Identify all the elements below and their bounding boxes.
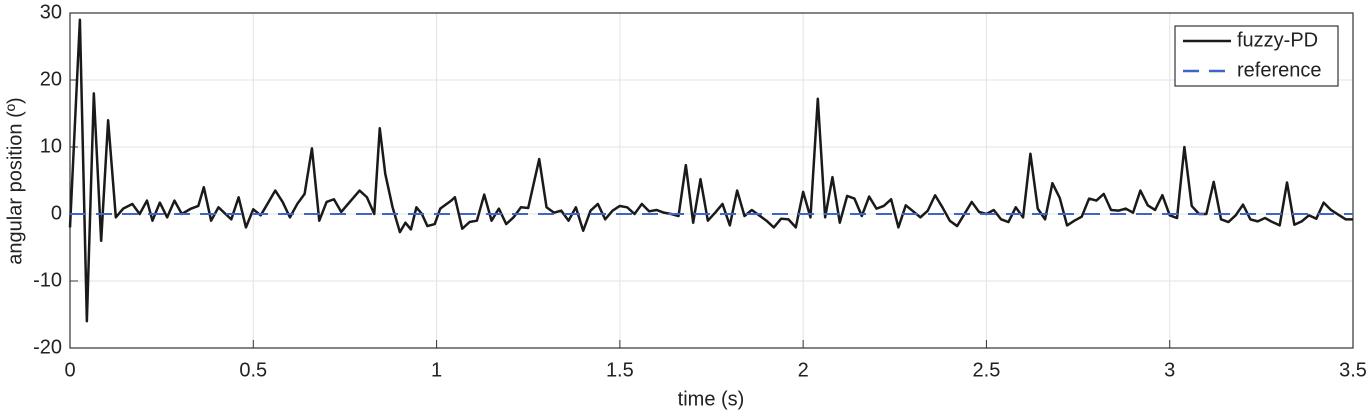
legend-label: fuzzy-PD	[1237, 29, 1318, 51]
y-tick-label: 30	[40, 1, 62, 23]
y-tick-label: -10	[33, 269, 62, 291]
x-tick-label: 0	[64, 359, 75, 381]
x-tick-label: 2	[798, 359, 809, 381]
x-tick-label: 3.5	[1339, 359, 1367, 381]
x-tick-label: 0.5	[239, 359, 267, 381]
x-tick-label: 1	[431, 359, 442, 381]
x-tick-label: 2.5	[973, 359, 1001, 381]
y-tick-label: -20	[33, 336, 62, 358]
x-tick-label: 3	[1164, 359, 1175, 381]
series-line	[68, 18, 1353, 323]
plot-frame	[69, 12, 1354, 349]
y-axis-label: angular position (º)	[4, 97, 26, 264]
y-tick-label: 0	[51, 202, 62, 224]
x-axis-label: time (s)	[678, 388, 745, 410]
y-tick-label: 10	[40, 135, 62, 157]
y-tick-label: 20	[40, 68, 62, 90]
x-tick-label: 1.5	[606, 359, 634, 381]
legend-label: reference	[1237, 59, 1322, 81]
legend-box	[1174, 25, 1339, 87]
